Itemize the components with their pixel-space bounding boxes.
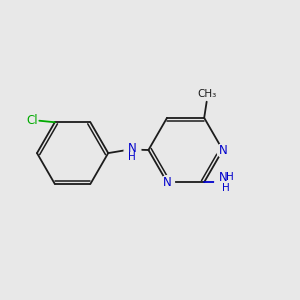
Text: CH₃: CH₃ bbox=[197, 88, 216, 99]
Text: N: N bbox=[128, 142, 137, 154]
Text: N: N bbox=[163, 176, 171, 189]
Text: N: N bbox=[218, 171, 227, 184]
Text: H: H bbox=[226, 172, 234, 182]
Text: N: N bbox=[218, 143, 227, 157]
Text: H: H bbox=[222, 183, 230, 193]
Text: H: H bbox=[128, 152, 136, 162]
Text: Cl: Cl bbox=[26, 114, 38, 127]
